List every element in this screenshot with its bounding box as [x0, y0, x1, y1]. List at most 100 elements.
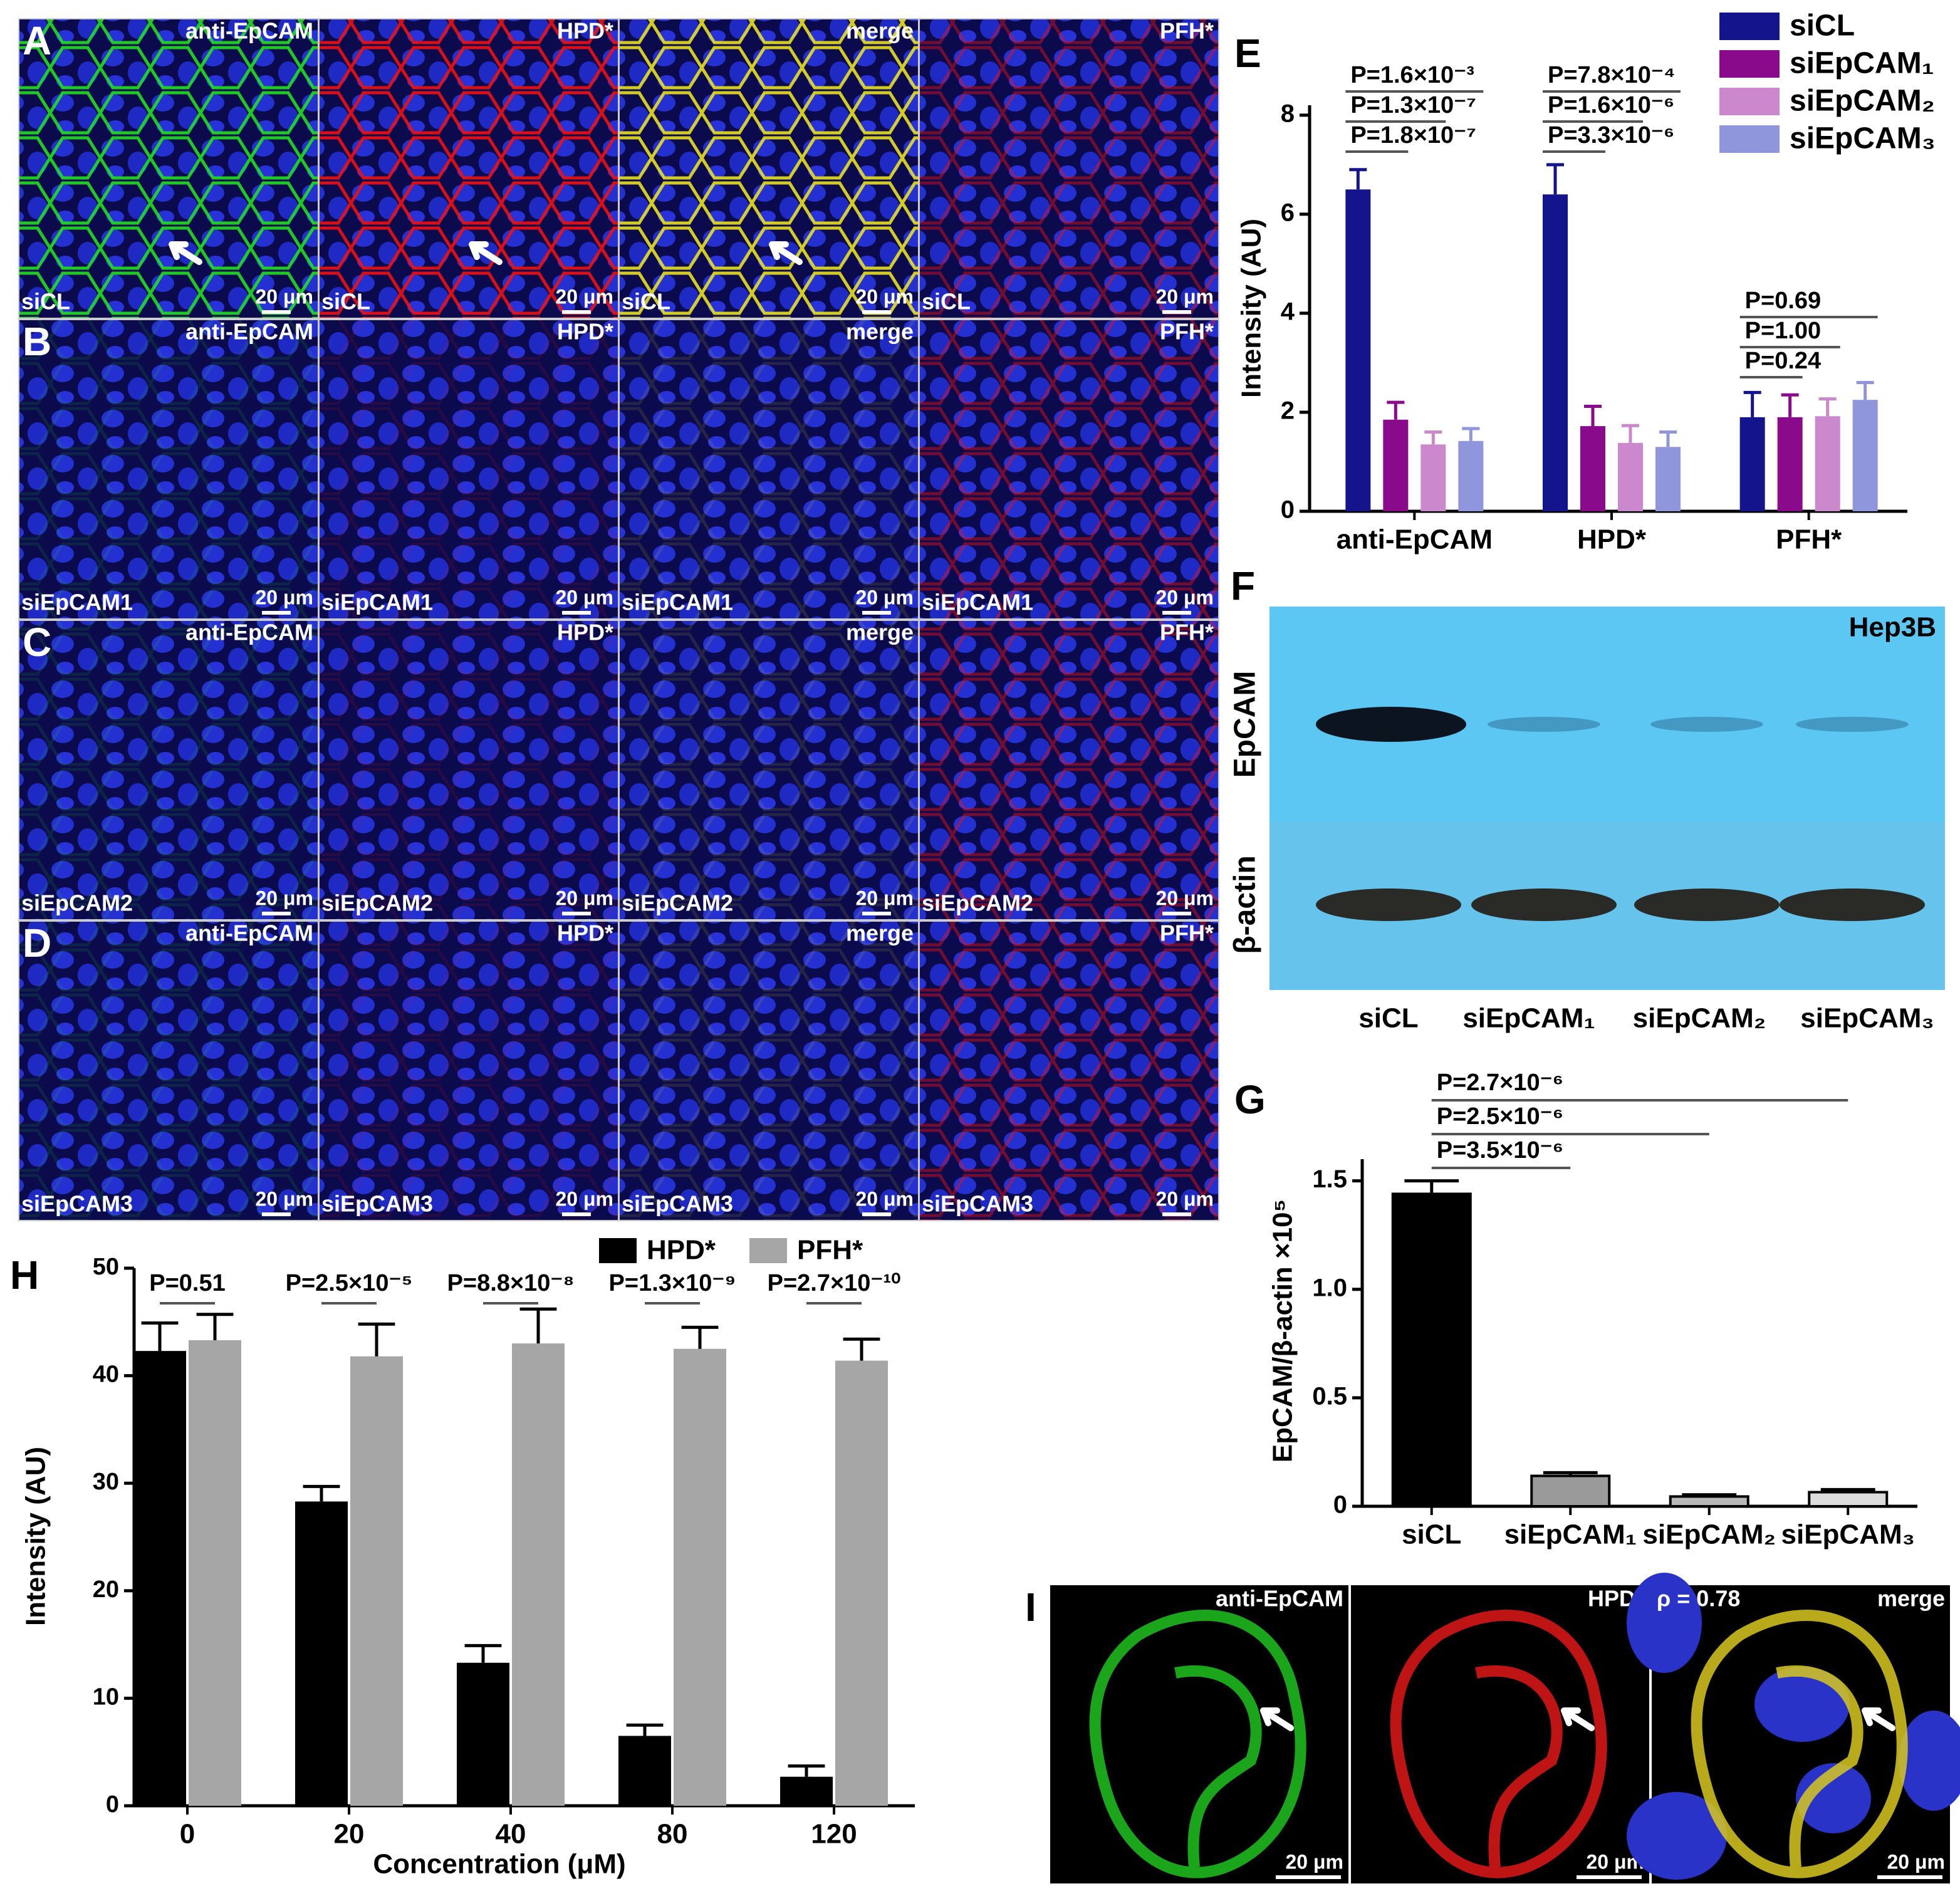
panel-letter: F [1231, 563, 1255, 608]
stain-overlay [319, 620, 618, 920]
stain-overlay [319, 320, 618, 619]
scale-bar-label: 20 μm [855, 285, 914, 308]
y-tick-label: 10 [93, 1684, 119, 1710]
y-tick-label: 1.5 [1312, 1165, 1347, 1193]
error-bar [196, 1313, 234, 1340]
nucleus [1899, 1711, 1960, 1811]
condition-label: siEpCAM2 [21, 890, 133, 916]
scale-bar-label: 20 μm [555, 586, 613, 608]
error-bar [1682, 1493, 1737, 1497]
bar [1420, 444, 1446, 511]
channel-label: anti-EpCAM [185, 18, 313, 44]
p-value: P=1.6×10⁻³ [1350, 62, 1474, 88]
bar [1777, 417, 1803, 511]
blot-band [1796, 717, 1909, 732]
correlation: ρ = 0.78 [1657, 1586, 1740, 1612]
bar [1391, 1192, 1472, 1508]
condition-label: siCL [922, 289, 971, 315]
condition-label: siEpCAM3 [21, 1191, 133, 1217]
blot-band [1316, 707, 1466, 742]
bar [1815, 416, 1840, 511]
bar [1739, 417, 1765, 511]
condition-label: siEpCAM3 [321, 1191, 433, 1217]
x-tick-label: 0 [180, 1819, 195, 1850]
bar [1530, 1474, 1611, 1508]
blot-band [1488, 717, 1600, 732]
arrow [1561, 1707, 1595, 1731]
p-value: P=0.24 [1745, 348, 1822, 374]
channel-label: anti-EpCAM [185, 319, 313, 345]
panel-letter: B [23, 319, 51, 364]
x-tick-label: HPD* [1577, 524, 1647, 555]
tile-border [919, 620, 1219, 920]
y-tick-label: 1.0 [1312, 1274, 1347, 1301]
error-bar [681, 1325, 719, 1349]
bar [1543, 194, 1568, 511]
bar [674, 1348, 726, 1806]
bar [1655, 447, 1681, 511]
lane-label: siCL [1358, 1003, 1418, 1034]
error-bar [1462, 427, 1480, 441]
stain-overlay [619, 19, 919, 318]
stain-overlay [919, 620, 1219, 920]
bar [1580, 426, 1605, 511]
stain-overlay [619, 320, 919, 619]
x-tick-label: 20 [334, 1819, 365, 1850]
channel-label: PFH* [1160, 920, 1214, 946]
error-bar [1424, 430, 1442, 445]
channel-label: merge [846, 18, 914, 44]
scale-bar-label: 20 μm [1155, 1187, 1214, 1210]
scale-bar-label: 20 μm [255, 586, 313, 608]
x-tick-label: siEpCAM₃ [1781, 1519, 1915, 1550]
channel-label: merge [1877, 1586, 1945, 1612]
bar [133, 1351, 186, 1806]
bar [1383, 419, 1409, 511]
p-value: P=3.3×10⁻⁶ [1548, 122, 1674, 148]
nucleus [1754, 1667, 1850, 1742]
cell-membrane [1089, 1610, 1306, 1878]
cell-line: Hep3B [1849, 612, 1936, 643]
channel-label: HPD* [557, 319, 613, 345]
cell-membrane [1691, 1610, 1908, 1878]
stain-overlay [19, 620, 318, 920]
condition-label: siEpCAM2 [622, 890, 733, 916]
legend-swatch [1719, 88, 1780, 115]
cell-membrane [1390, 1610, 1607, 1878]
y-tick-label: 6 [1281, 199, 1295, 226]
p-value: P=0.51 [149, 1270, 226, 1296]
error-bar [843, 1337, 880, 1361]
condition-label: siEpCAM3 [622, 1191, 733, 1217]
p-value: P=1.3×10⁻⁹ [609, 1270, 736, 1296]
legend-swatch [1719, 13, 1780, 40]
channel-label: merge [846, 620, 914, 645]
legend-swatch [1719, 50, 1780, 78]
error-bar [1543, 1471, 1598, 1476]
blot-band [1316, 888, 1461, 921]
error-bar [1349, 168, 1367, 190]
bar [1345, 189, 1371, 512]
channel-label: merge [846, 920, 914, 946]
scale-bar-label: 20 μm [1887, 1850, 1945, 1873]
p-value: P=0.69 [1745, 288, 1822, 314]
channel-label: anti-EpCAM [1216, 1586, 1343, 1612]
legend-label: siCL [1790, 9, 1855, 43]
scale-bar-label: 20 μm [855, 586, 914, 608]
blot-band [1780, 888, 1925, 921]
scale-bar-label: 20 μm [255, 285, 313, 308]
scale-bar-label: 20 μm [855, 1187, 914, 1210]
error-bar [303, 1484, 340, 1502]
y-tick-label: 0.5 [1312, 1382, 1347, 1410]
scale-bar-label: 20 μm [1155, 586, 1214, 608]
arrow [769, 241, 803, 265]
error-bar [358, 1322, 395, 1357]
legend-label: siEpCAM₃ [1790, 122, 1936, 155]
error-bar [1622, 424, 1639, 443]
scale-bar-label: 20 μm [855, 887, 914, 909]
arrow [169, 241, 202, 265]
y-tick-label: 0 [106, 1791, 119, 1818]
condition-label: siCL [321, 289, 370, 315]
channel-label: PFH* [1160, 620, 1214, 645]
p-value: P=1.8×10⁻⁷ [1350, 122, 1476, 148]
channel-label: HPD* [557, 18, 613, 44]
